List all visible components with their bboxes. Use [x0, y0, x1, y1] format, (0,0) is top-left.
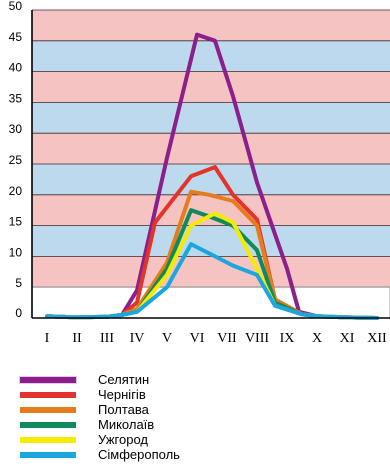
x-tick-label: X: [312, 331, 322, 346]
x-tick-label: VIII: [245, 331, 269, 346]
band: [32, 256, 390, 288]
band: [32, 102, 390, 134]
legend-swatch: [20, 422, 76, 428]
y-tick-label: 20: [9, 184, 23, 198]
zero-band: [31, 286, 390, 319]
x-tick-label: II: [72, 331, 82, 346]
y-tick-labels: 0 5 10 15 20 25 30 35 40 45 50: [9, 0, 23, 320]
x-tick-labels: I II III IV V VI VII VIII IX X XI XII: [45, 331, 387, 346]
y-tick-label: 40: [9, 61, 23, 75]
x-tick-label: I: [45, 331, 50, 346]
legend-swatch: [20, 437, 76, 443]
band: [32, 40, 390, 72]
legend-label: Миколаїв: [98, 417, 155, 432]
x-tick-label: V: [162, 331, 172, 346]
legend-label: Чернігів: [98, 387, 146, 402]
y-tick-label: 5: [15, 276, 22, 290]
y-tick-label: 25: [9, 153, 23, 167]
x-tick-label: VI: [190, 331, 205, 346]
y-tick-label: 30: [9, 122, 23, 136]
y-tick-label: 45: [9, 30, 23, 44]
y-tick-label: 15: [9, 215, 23, 229]
band: [32, 133, 390, 164]
legend-label: Ужгород: [98, 432, 148, 447]
axes: [31, 10, 390, 319]
series-lines: [45, 32, 379, 320]
y-tick-label: 50: [9, 0, 23, 13]
x-tick-label: VII: [217, 331, 237, 346]
legend-swatch: [20, 407, 76, 413]
legend-swatch: [20, 377, 76, 383]
legend-item: Полтава: [20, 402, 270, 417]
x-tick-label: XII: [367, 331, 387, 346]
zero-region: [31, 286, 390, 319]
legend-item: Миколаїв: [20, 417, 270, 432]
legend: Селятин Чернігів Полтава Миколаїв Ужгород Сім…: [20, 372, 270, 462]
legend-label: Селятин: [98, 372, 150, 387]
x-tick-label: IV: [130, 331, 145, 346]
band: [32, 10, 390, 41]
series-line-сімферополь: [45, 242, 379, 320]
legend-item: Чернігів: [20, 387, 270, 402]
x-tick-label: III: [100, 331, 114, 346]
y-tick-label: 0: [15, 306, 22, 320]
legend-item: Сімферополь: [20, 447, 270, 462]
band: [32, 225, 390, 257]
x-tick-label: XI: [340, 331, 355, 346]
legend-swatch: [20, 392, 76, 398]
band: [32, 71, 390, 103]
background-bands: [32, 9, 390, 288]
legend-item: Ужгород: [20, 432, 270, 447]
y-tick-label: 35: [9, 91, 23, 105]
band: [32, 194, 390, 226]
legend-label: Полтава: [98, 402, 149, 417]
x-tick-label: IX: [280, 331, 295, 346]
y-tick-label: 10: [9, 245, 23, 259]
legend-item: Селятин: [20, 372, 270, 387]
legend-label: Сімферополь: [98, 447, 180, 462]
legend-swatch: [20, 452, 76, 458]
